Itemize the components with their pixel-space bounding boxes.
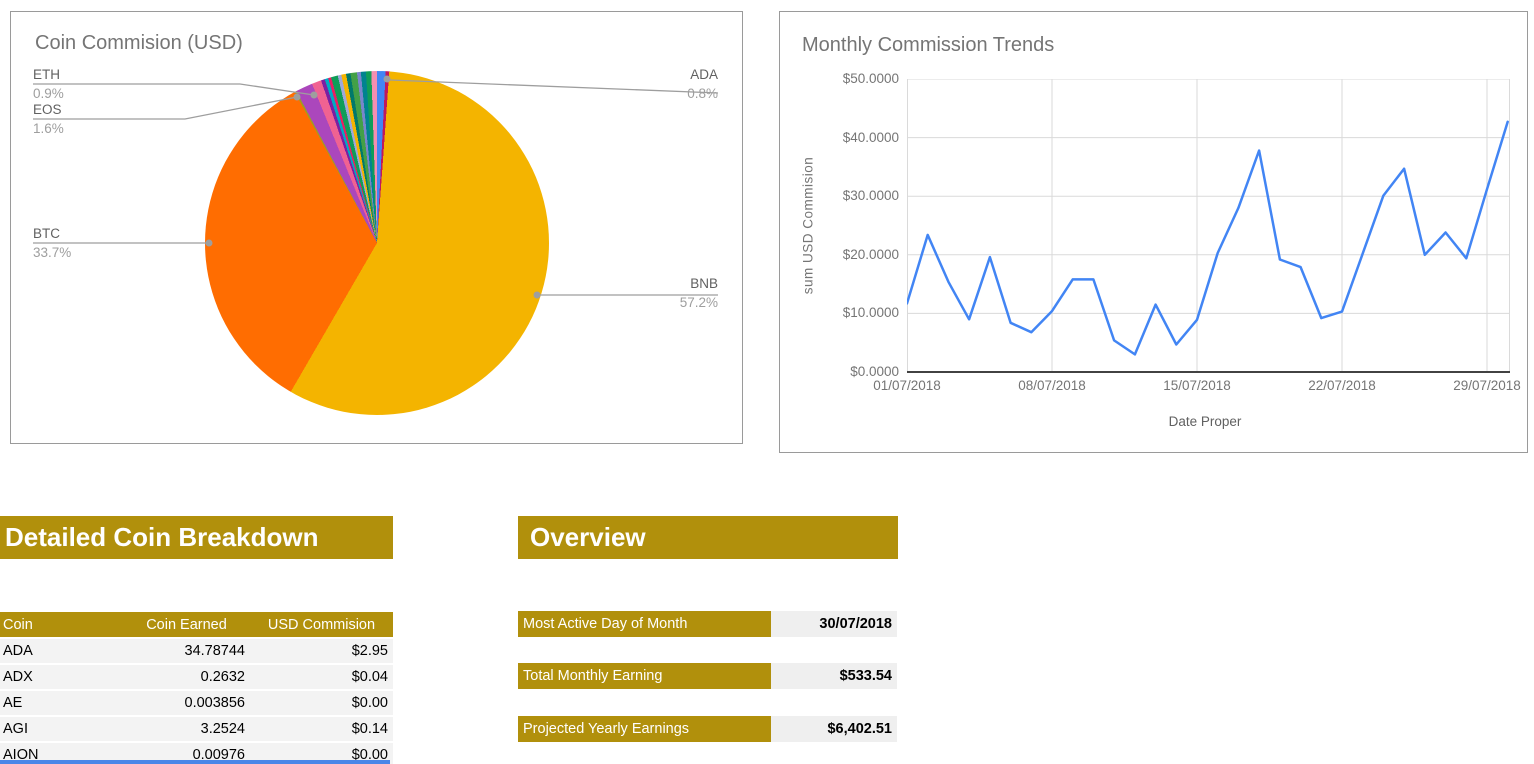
breakdown-column-header[interactable]: USD Commision (267, 616, 376, 633)
coin-cell[interactable]: AION (3, 747, 39, 763)
x-tick-label: 29/07/2018 (1453, 378, 1521, 393)
x-axis-title: Date Proper (1168, 414, 1242, 429)
breakdown-table: Coin Coin Earned USD Commision ADA 34.78744… (0, 610, 393, 764)
breakdown-row[interactable]: ADX 0.2632 $0.04 (0, 665, 393, 689)
y-axis-title: sum USD Commision (800, 156, 816, 295)
breakdown-header-row[interactable]: Coin Coin Earned USD Commision (0, 612, 393, 637)
coin-cell[interactable]: AGI (3, 721, 28, 737)
x-tick-label: 22/07/2018 (1308, 378, 1376, 393)
usd-commision-cell[interactable]: $0.00 (351, 695, 388, 711)
x-tick-label: 01/07/2018 (873, 378, 941, 393)
overview-label[interactable]: Projected Yearly Earnings (518, 716, 771, 742)
breakdown-body: ADA 34.78744 $2.95 ADX 0.2632 $0.04 AE 0.003856… (0, 639, 393, 764)
x-tick-label: 08/07/2018 (1018, 378, 1086, 393)
coin-earned-cell[interactable]: 0.2632 (200, 669, 245, 685)
y-tick-label: $10.0000 (842, 305, 899, 321)
overview-value[interactable]: $533.54 (771, 663, 897, 689)
coin-cell[interactable]: AE (3, 695, 23, 711)
breakdown-banner: Detailed Coin Breakdown (0, 516, 393, 559)
x-tick-label: 15/07/2018 (1163, 378, 1231, 393)
pie-chart-title: Coin Commision (USD) (35, 32, 243, 54)
line-chart-title: Monthly Commission Trends (802, 34, 1055, 56)
line-chart-card[interactable]: Monthly Commission Trends (779, 11, 1528, 453)
usd-commision-cell[interactable]: $0.00 (351, 747, 388, 763)
usd-commision-cell[interactable]: $2.95 (351, 643, 388, 659)
y-tick-label: $0.0000 (850, 364, 899, 379)
pie-label-btc: BTC (33, 226, 60, 241)
breakdown-row[interactable]: AE 0.003856 $0.00 (0, 691, 393, 715)
coin-earned-cell[interactable]: 0.00976 (192, 747, 245, 763)
coin-cell[interactable]: ADX (3, 669, 33, 685)
coin-cell[interactable]: ADA (3, 643, 33, 659)
y-tick-label: $40.0000 (842, 129, 899, 145)
pie-pct-bnb: 57.2% (679, 295, 718, 310)
overview-banner: Overview (518, 516, 898, 559)
pie-pct-btc: 33.7% (33, 245, 72, 260)
breakdown-row[interactable]: AGI 3.2524 $0.14 (0, 717, 393, 741)
breakdown-row[interactable]: ADA 34.78744 $2.95 (0, 639, 393, 663)
breakdown-row[interactable]: AION 0.00976 $0.00 (0, 743, 393, 764)
overview-label[interactable]: Total Monthly Earning (518, 663, 771, 689)
trend-plot (907, 79, 1510, 373)
coin-earned-cell[interactable]: 3.2524 (200, 721, 245, 737)
usd-commision-cell[interactable]: $0.04 (351, 669, 388, 685)
next-row-selection-strip[interactable] (0, 760, 390, 764)
pie-pct-eos: 1.6% (33, 121, 64, 136)
overview-row[interactable]: Most Active Day of Month 30/07/2018 (518, 611, 897, 637)
usd-commision-cell[interactable]: $0.14 (351, 721, 388, 737)
overview-value[interactable]: 30/07/2018 (771, 611, 897, 637)
coin-earned-cell[interactable]: 0.003856 (184, 695, 245, 711)
breakdown-column-header[interactable]: Coin Earned (146, 616, 227, 633)
pie[interactable] (205, 71, 549, 415)
breakdown-column-header[interactable]: Coin (3, 616, 33, 633)
overview-row[interactable]: Total Monthly Earning $533.54 (518, 663, 897, 689)
trend-polyline (907, 120, 1509, 356)
y-tick-label: $30.0000 (842, 188, 899, 204)
overview-row[interactable]: Projected Yearly Earnings $6,402.51 (518, 716, 897, 742)
overview-label[interactable]: Most Active Day of Month (518, 611, 771, 637)
pie-label-ada: ADA (690, 67, 718, 82)
pie-label-eos: EOS (33, 102, 62, 117)
pie-label-eth: ETH (33, 67, 60, 82)
y-tick-label: $50.0000 (842, 71, 899, 86)
coin-earned-cell[interactable]: 34.78744 (184, 643, 245, 659)
overview-value[interactable]: $6,402.51 (771, 716, 897, 742)
pie-pct-eth: 0.9% (33, 86, 64, 101)
pie-label-bnb: BNB (690, 276, 718, 291)
y-tick-label: $20.0000 (842, 246, 899, 262)
pie-pct-ada: 0.8% (687, 86, 718, 101)
